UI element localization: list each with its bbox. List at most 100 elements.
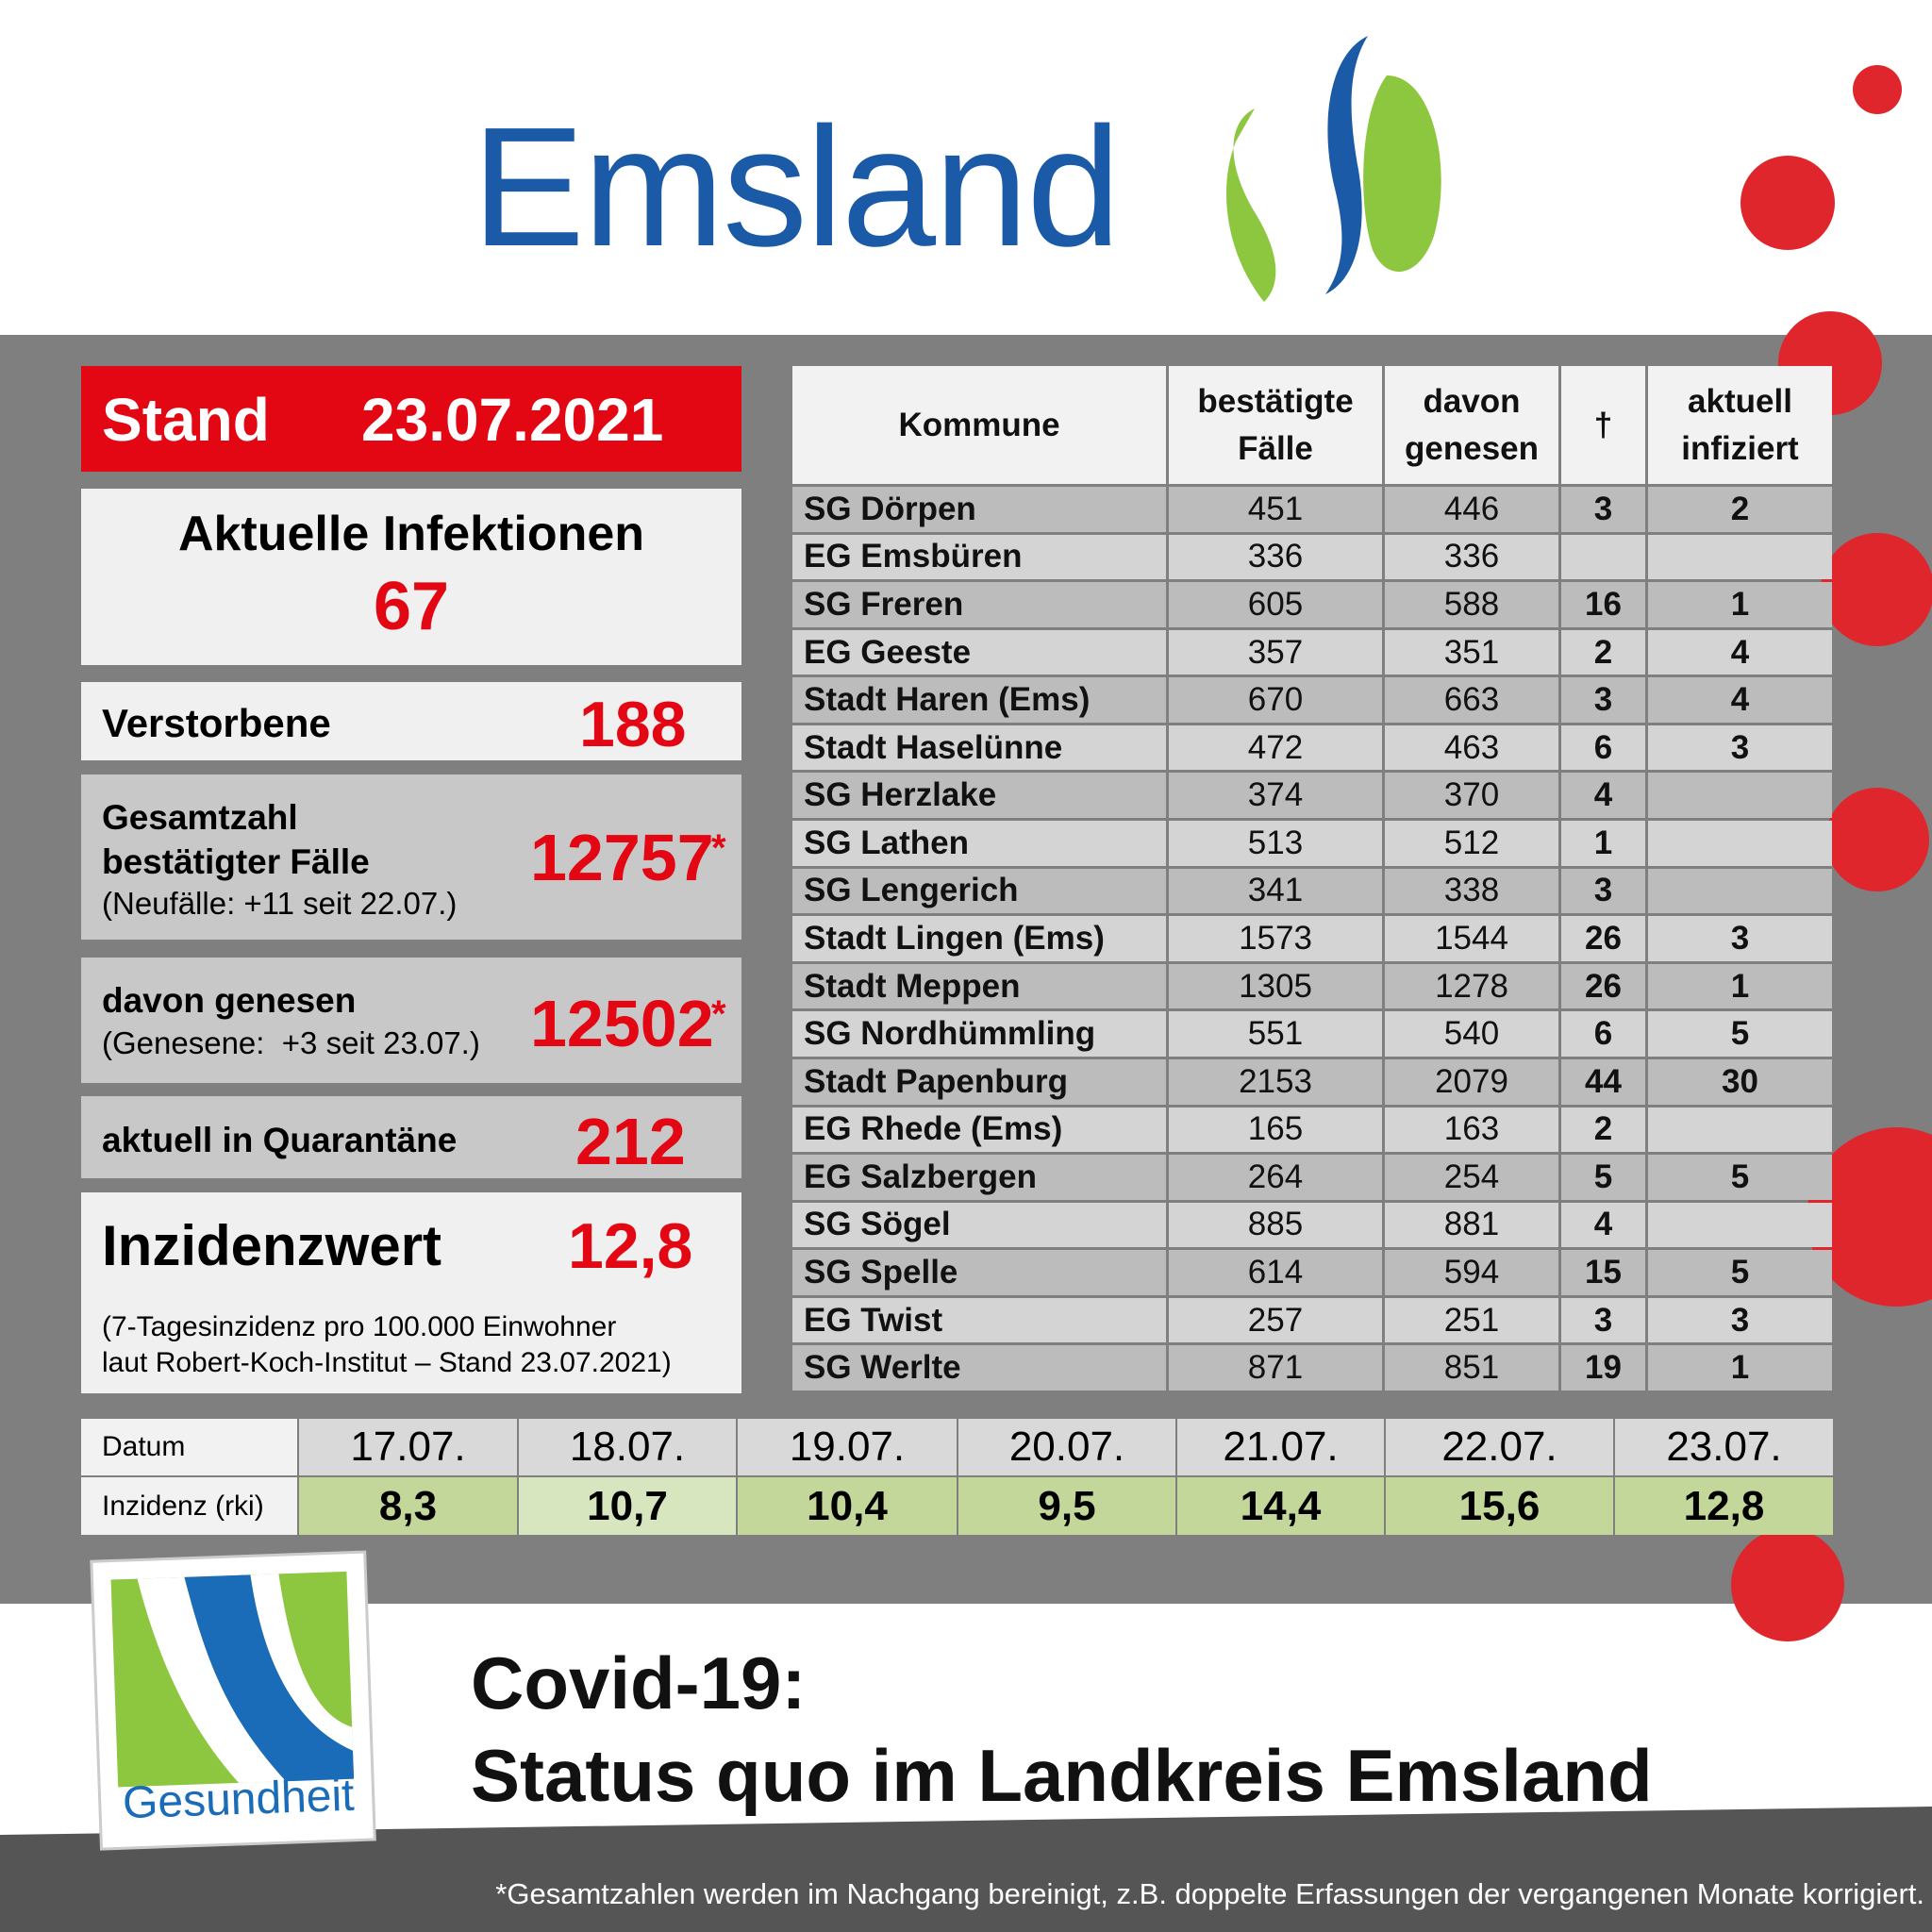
date-cell: 18.07. (519, 1419, 736, 1475)
commune-name: EG Twist (792, 1297, 1166, 1343)
table-header-line: genesen (1405, 429, 1539, 467)
deaths-label: Verstorbene (102, 701, 331, 745)
table-cell: 341 (1169, 868, 1382, 914)
commune-name: EG Rhede (Ems) (792, 1107, 1166, 1153)
date-cell: 20.07. (958, 1419, 1175, 1475)
commune-name: Stadt Haselünne (792, 724, 1166, 771)
table-cell: 670 (1169, 677, 1382, 723)
table-cell: 885 (1169, 1202, 1382, 1248)
commune-name: EG Salzbergen (792, 1155, 1166, 1200)
quarantine-box: aktuell in Quarantäne 212 (81, 1096, 741, 1178)
commune-name: SG Dörpen (792, 487, 1166, 532)
table-header: davon genesen (1385, 366, 1558, 484)
table-cell: 6 (1561, 1011, 1645, 1057)
table-cell (1648, 1107, 1832, 1153)
total-label-line: Gesamtzahl (102, 798, 298, 837)
commune-table: Kommune bestätigte Fälle davon genesen † aktue… (792, 366, 1832, 1391)
incidence-note: (7-Tagesinzidenz pro 100.000 Einwohner l… (102, 1309, 672, 1381)
date-cell: 21.07. (1177, 1419, 1384, 1475)
table-cell: 336 (1385, 534, 1558, 580)
recovered-value: 12502 (530, 987, 714, 1060)
table-cell: 451 (1169, 487, 1382, 532)
table-cell: 3 (1648, 1297, 1832, 1343)
date-cell: 19.07. (738, 1419, 957, 1475)
table-header-line: davon (1423, 382, 1521, 420)
incidence-cell: 15,6 (1386, 1477, 1613, 1535)
table-cell: 2 (1648, 487, 1832, 532)
table-cell: 5 (1648, 1250, 1832, 1295)
table-cell: 26 (1561, 916, 1645, 961)
table-cell: 163 (1385, 1107, 1558, 1153)
table-cell: 5 (1648, 1011, 1832, 1057)
table-cell: 512 (1385, 821, 1558, 866)
incidence-label: Inzidenzwert (102, 1214, 442, 1277)
table-header-line: aktuell (1688, 382, 1792, 420)
incidence-value: 12,8 (568, 1210, 693, 1282)
total-box: Gesamtzahl bestätigter Fälle (Neufälle: … (81, 774, 741, 940)
table-cell: 19 (1561, 1345, 1645, 1391)
table-header: aktuell infiziert (1648, 366, 1832, 484)
quarantine-value: 212 (575, 1105, 686, 1178)
table-cell: 374 (1169, 773, 1382, 819)
table-cell: 351 (1385, 629, 1558, 675)
incidence-box: Inzidenzwert 12,8 (7-Tagesinzidenz pro 1… (81, 1192, 741, 1393)
table-header-line: Fälle (1238, 429, 1313, 467)
commune-name: SG Spelle (792, 1250, 1166, 1295)
stand-date: 23.07.2021 (361, 386, 664, 454)
table-cell (1648, 534, 1832, 580)
commune-name: Stadt Meppen (792, 963, 1166, 1009)
recovered-label: davon genesen (102, 981, 357, 1020)
incidence-note-line: laut Robert-Koch-Institut – Stand 23.07.… (102, 1347, 672, 1378)
table-cell: 336 (1169, 534, 1382, 580)
table-header: bestätigte Fälle (1169, 366, 1382, 484)
table-cell: 4 (1561, 1202, 1645, 1248)
commune-name: Stadt Papenburg (792, 1058, 1166, 1105)
table-cell: 370 (1385, 773, 1558, 819)
table-cell: 3 (1561, 677, 1645, 723)
table-cell: 871 (1169, 1345, 1382, 1391)
table-cell: 2 (1561, 1107, 1645, 1153)
commune-name: SG Lengerich (792, 868, 1166, 914)
total-note: (Neufälle: +11 seit 22.07.) (102, 886, 458, 921)
recovered-note: (Genesene: +3 seit 23.07.) (102, 1025, 480, 1060)
incidence-cell: 10,4 (738, 1477, 957, 1535)
table-cell: 851 (1385, 1345, 1558, 1391)
incidence-cell: 8,3 (299, 1477, 517, 1535)
table-cell: 463 (1385, 724, 1558, 771)
table-cell: 446 (1385, 487, 1558, 532)
commune-name: Stadt Haren (Ems) (792, 677, 1166, 723)
deaths-box: Verstorbene 188 (81, 682, 741, 760)
incidence-history: Datum Inzidenz (rki) 17.07. 8,3 18.07. 10,7 19… (81, 1419, 1833, 1535)
deaths-value: 188 (579, 689, 687, 760)
table-cell: 44 (1561, 1058, 1645, 1105)
infections-box: Aktuelle Infektionen 67 (81, 489, 741, 665)
commune-name: EG Emsbüren (792, 534, 1166, 580)
table-cell: 1278 (1385, 963, 1558, 1009)
table-cell: 614 (1169, 1250, 1382, 1295)
logo-text: Emsland (472, 92, 1121, 282)
table-cell: 513 (1169, 821, 1382, 866)
title-line: Covid-19: (471, 1641, 807, 1724)
table-cell: 4 (1648, 629, 1832, 675)
commune-name: Stadt Lingen (Ems) (792, 916, 1166, 961)
incidence-cell: 9,5 (958, 1477, 1175, 1535)
table-cell: 2 (1561, 629, 1645, 675)
table-cell: 1573 (1169, 916, 1382, 961)
stand-label: Stand (102, 386, 270, 454)
table-cell: 1 (1648, 1345, 1832, 1391)
commune-name: SG Herzlake (792, 773, 1166, 819)
table-cell: 338 (1385, 868, 1558, 914)
incidence-note-line: (7-Tagesinzidenz pro 100.000 Einwohner (102, 1311, 617, 1342)
table-cell (1561, 534, 1645, 580)
table-cell: 594 (1385, 1250, 1558, 1295)
commune-name: SG Werlte (792, 1345, 1166, 1391)
title: Covid-19: Status quo im Landkreis Emslan… (471, 1637, 1653, 1822)
table-header-line: Kommune (898, 406, 1060, 443)
table-cell: 5 (1648, 1155, 1832, 1200)
date-cell: 22.07. (1386, 1419, 1613, 1475)
table-cell: 1544 (1385, 916, 1558, 961)
table-cell: 1305 (1169, 963, 1382, 1009)
title-line: Status quo im Landkreis Emsland (471, 1734, 1653, 1817)
table-cell (1648, 773, 1832, 819)
